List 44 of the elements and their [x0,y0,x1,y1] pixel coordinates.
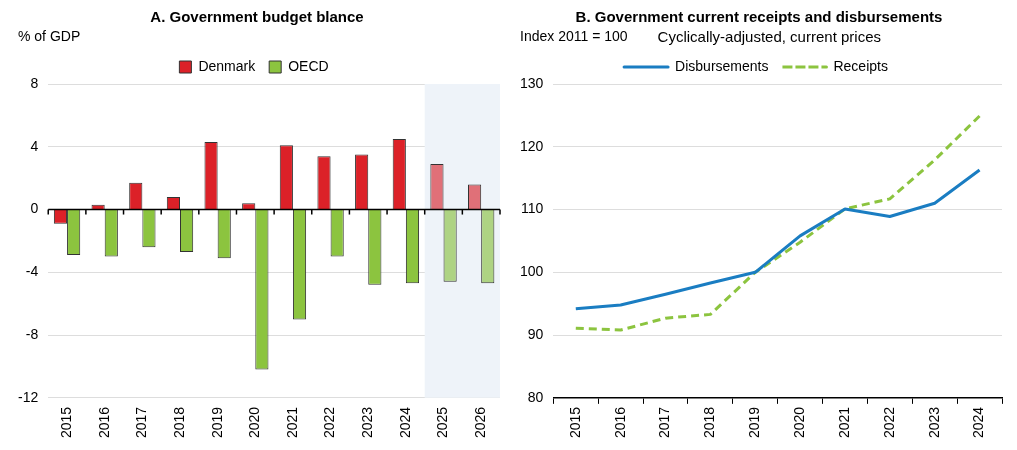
y-tick-label: 8 [30,74,39,91]
legend-label: OECD [288,57,329,74]
y-tick-label: -8 [25,325,39,342]
x-tick-label: 2022 [880,406,897,439]
y-tick-label: 90 [527,325,544,342]
x-tick-label: 2021 [283,406,300,439]
x-tick-label: 2020 [246,406,263,439]
y-tick-label: 4 [30,137,39,154]
y-tick-label: 110 [521,200,544,217]
y-tick-label: -12 [18,388,39,405]
x-tick-label: 2025 [434,406,451,439]
x-tick-label: 2024 [396,406,413,439]
x-tick-label: 2022 [321,406,338,439]
chart-title: B. Government current receipts and disbursements [574,8,944,27]
x-tick-label: 2026 [472,406,489,439]
y-tick-label: 80 [527,388,544,405]
x-tick-label: 2018 [701,406,718,439]
x-tick-label: 2015 [57,406,74,439]
y-tick-label: 0 [30,200,39,217]
x-tick-label: 2023 [359,406,376,439]
y-tick-label: 100 [520,263,544,280]
chart-title: A. Government budget blance [149,8,365,27]
chart-subtitle: Cyclically-adjusted, current prices [657,28,881,46]
x-tick-label: 2020 [790,406,807,439]
x-tick-label: 2019 [208,406,225,439]
legend-label: Disbursements [675,57,769,74]
x-tick-label: 2017 [133,406,150,439]
legend-label: Receipts [833,57,888,74]
y-axis-title: % of GDP [18,28,81,46]
x-tick-label: 2016 [611,406,628,439]
x-tick-label: 2018 [170,406,187,439]
y-axis-title: Index 2011 = 100 [520,28,628,46]
x-tick-label: 2021 [835,406,852,439]
x-tick-label: 2023 [925,406,942,439]
x-tick-label: 2017 [656,406,673,439]
line-series [574,114,982,332]
y-tick-label: 120 [520,137,544,154]
x-tick-label: 2015 [566,406,583,439]
y-tick-label: -4 [25,263,39,280]
x-tick-label: 2016 [95,406,112,439]
x-tick-label: 2024 [970,406,987,439]
legend-label: Denmark [198,57,257,74]
y-tick-label: 130 [520,74,544,91]
x-tick-label: 2019 [746,406,763,439]
